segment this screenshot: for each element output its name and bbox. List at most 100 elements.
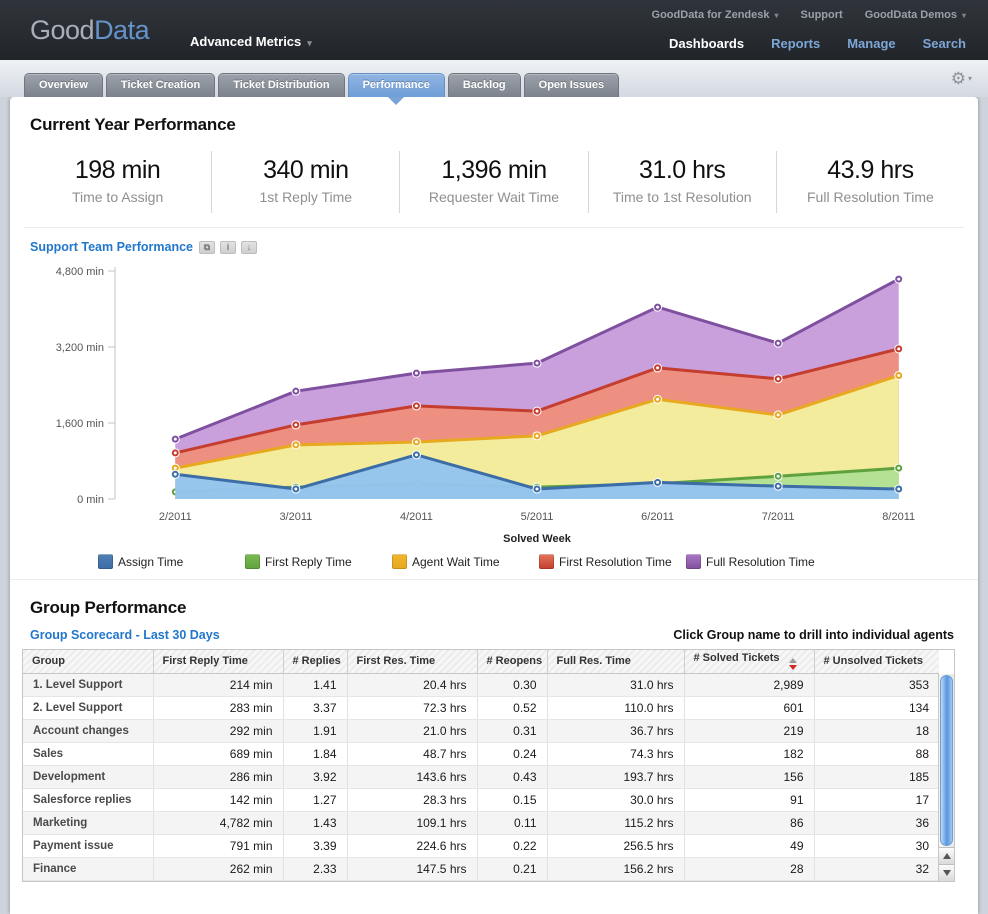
column-header-reopens[interactable]: # Reopens bbox=[477, 650, 548, 674]
dashboard-tabs: Overview Ticket Creation Ticket Distributi… bbox=[24, 73, 620, 105]
table-scrollbar[interactable] bbox=[938, 674, 954, 881]
svg-text:4,800 min: 4,800 min bbox=[56, 266, 104, 278]
chevron-down-icon: ▾ bbox=[961, 11, 966, 20]
metric-cell: 28 bbox=[684, 857, 815, 881]
kpi-label: Time to Assign bbox=[71, 189, 164, 205]
project-selector-label: Advanced Metrics bbox=[190, 34, 302, 49]
group-name-cell[interactable]: Sales bbox=[23, 742, 154, 766]
top-link-gooddata-for-zendesk[interactable]: GoodData for Zendesk ▾ bbox=[651, 9, 779, 21]
table-row-marketing: Marketing 4,782 min 1.43 109.1 hrs 0.11 115.2… bbox=[23, 811, 939, 835]
metric-cell: 88 bbox=[814, 742, 939, 766]
group-name-cell[interactable]: Finance bbox=[23, 857, 154, 881]
top-link-gooddata-demos[interactable]: GoodData Demos ▾ bbox=[864, 9, 966, 21]
column-header-full-res-time[interactable]: Full Res. Time bbox=[547, 650, 685, 674]
group-name-cell[interactable]: Salesforce replies bbox=[23, 788, 154, 812]
dashboard-card: Current Year Performance 198 min Time to … bbox=[10, 97, 978, 914]
table-row-1-level-support: 1. Level Support 214 min 1.41 20.4 hrs 0.30 3… bbox=[23, 673, 939, 697]
svg-text:4/2011: 4/2011 bbox=[400, 511, 433, 523]
nav-reports[interactable]: Reports bbox=[771, 36, 821, 51]
metric-cell: 28.3 hrs bbox=[347, 788, 478, 812]
main-nav: Dashboards Reports Manage Search bbox=[669, 36, 966, 51]
metric-cell: 256.5 hrs bbox=[547, 834, 685, 858]
metric-cell: 224.6 hrs bbox=[347, 834, 478, 858]
legend-item-full-resolution-time[interactable]: Full Resolution Time bbox=[686, 554, 833, 569]
export-icon[interactable]: ⧉ bbox=[199, 240, 216, 254]
scrollbar-thumb[interactable] bbox=[940, 675, 953, 846]
info-icon[interactable]: i bbox=[220, 240, 237, 254]
group-name-cell[interactable]: Payment issue bbox=[23, 834, 154, 858]
logo-data: Data bbox=[94, 15, 150, 45]
legend-item-first-reply-time[interactable]: First Reply Time bbox=[245, 554, 392, 569]
column-header-first-reply-time[interactable]: First Reply Time bbox=[153, 650, 284, 674]
project-selector[interactable]: Advanced Metrics ▾ bbox=[190, 34, 312, 49]
support-team-performance-chart: 0 min 1,600 min 3,200 min 4,800 min 2/2011 3/… bbox=[30, 258, 958, 550]
kpi-section: Current Year Performance 198 min Time to … bbox=[10, 97, 978, 228]
top-link-support[interactable]: Support bbox=[800, 9, 843, 21]
legend-item-agent-wait-time[interactable]: Agent Wait Time bbox=[392, 554, 539, 569]
table-meta: Group Scorecard - Last 30 Days Click Gro… bbox=[30, 628, 954, 642]
dashboard-settings-button[interactable]: ⚙ ▾ bbox=[951, 69, 972, 89]
metric-cell: 143.6 hrs bbox=[347, 765, 478, 789]
nav-search[interactable]: Search bbox=[922, 36, 966, 51]
metric-cell: 1.43 bbox=[283, 811, 348, 835]
metric-cell: 0.30 bbox=[477, 673, 548, 697]
group-name-cell[interactable]: Marketing bbox=[23, 811, 154, 835]
app-header: GoodData for Zendesk ▾ Support GoodData Dem… bbox=[0, 0, 988, 60]
metric-cell: 1.41 bbox=[283, 673, 348, 697]
kpi-value: 198 min bbox=[74, 156, 161, 184]
tab-ticket-creation[interactable]: Ticket Creation bbox=[105, 73, 216, 97]
tab-backlog[interactable]: Backlog bbox=[447, 73, 521, 97]
tab-open-issues[interactable]: Open Issues bbox=[523, 73, 620, 97]
column-header-first-res-time[interactable]: First Res. Time bbox=[347, 650, 478, 674]
legend-label: First Reply Time bbox=[265, 554, 352, 569]
gooddata-logo[interactable]: GoodData bbox=[30, 15, 150, 46]
metric-cell: 74.3 hrs bbox=[547, 742, 685, 766]
nav-dashboards[interactable]: Dashboards bbox=[668, 36, 745, 51]
svg-text:7/2011: 7/2011 bbox=[762, 511, 795, 523]
download-icon[interactable]: ↓ bbox=[241, 240, 258, 254]
tab-ticket-distribution[interactable]: Ticket Distribution bbox=[218, 73, 345, 97]
group-name-cell[interactable]: 2. Level Support bbox=[23, 696, 154, 720]
legend-item-first-resolution-time[interactable]: First Resolution Time bbox=[539, 554, 686, 569]
metric-cell: 36 bbox=[814, 811, 939, 835]
metric-cell: 17 bbox=[814, 788, 939, 812]
metric-cell: 1.84 bbox=[283, 742, 348, 766]
column-header-group[interactable]: Group bbox=[23, 650, 154, 674]
metric-cell: 2,989 bbox=[684, 673, 815, 697]
metric-cell: 0.21 bbox=[477, 857, 548, 881]
table-row-sales: Sales 689 min 1.84 48.7 hrs 0.24 74.3 hrs 182 8… bbox=[23, 742, 939, 766]
metric-cell: 185 bbox=[814, 765, 939, 789]
scroll-down-button[interactable] bbox=[939, 863, 954, 881]
nav-manage[interactable]: Manage bbox=[847, 36, 896, 51]
scorecard-report-title[interactable]: Group Scorecard - Last 30 Days bbox=[30, 628, 220, 642]
metric-cell: 0.24 bbox=[477, 742, 548, 766]
group-name-cell[interactable]: 1. Level Support bbox=[23, 673, 154, 697]
metric-cell: 4,782 min bbox=[153, 811, 284, 835]
legend-item-assign-time[interactable]: Assign Time bbox=[98, 554, 245, 569]
legend-swatch-icon bbox=[539, 554, 554, 569]
column-header-unsolved-tickets[interactable]: # Unsolved Tickets bbox=[814, 650, 939, 674]
column-header-solved-tickets[interactable]: # Solved Tickets bbox=[684, 650, 815, 674]
metric-cell: 31.0 hrs bbox=[547, 673, 685, 697]
chevron-down-icon: ▾ bbox=[307, 38, 312, 48]
group-name-cell[interactable]: Development bbox=[23, 765, 154, 789]
kpi-label: Requester Wait Time bbox=[428, 189, 560, 205]
sort-indicator[interactable] bbox=[788, 658, 797, 671]
chart-header: Support Team Performance ⧉ i ↓ bbox=[30, 240, 958, 254]
metric-cell: 30.0 hrs bbox=[547, 788, 685, 812]
sort-desc-icon bbox=[788, 665, 797, 671]
legend-label: Assign Time bbox=[118, 554, 184, 569]
metric-cell: 1.91 bbox=[283, 719, 348, 743]
chart-legend: Assign Time First Reply Time Agent Wait Ti… bbox=[98, 554, 958, 569]
report-title[interactable]: Support Team Performance bbox=[30, 240, 194, 254]
group-name-cell[interactable]: Account changes bbox=[23, 719, 154, 743]
table-row-development: Development 286 min 3.92 143.6 hrs 0.43 193.7… bbox=[23, 765, 939, 789]
column-header-replies[interactable]: # Replies bbox=[283, 650, 348, 674]
chevron-down-icon: ▾ bbox=[774, 11, 779, 20]
tab-overview[interactable]: Overview bbox=[24, 73, 103, 97]
tab-performance[interactable]: Performance bbox=[347, 73, 445, 105]
metric-cell: 601 bbox=[684, 696, 815, 720]
scroll-up-button[interactable] bbox=[939, 846, 954, 864]
metric-cell: 283 min bbox=[153, 696, 284, 720]
svg-text:5/2011: 5/2011 bbox=[521, 511, 554, 523]
